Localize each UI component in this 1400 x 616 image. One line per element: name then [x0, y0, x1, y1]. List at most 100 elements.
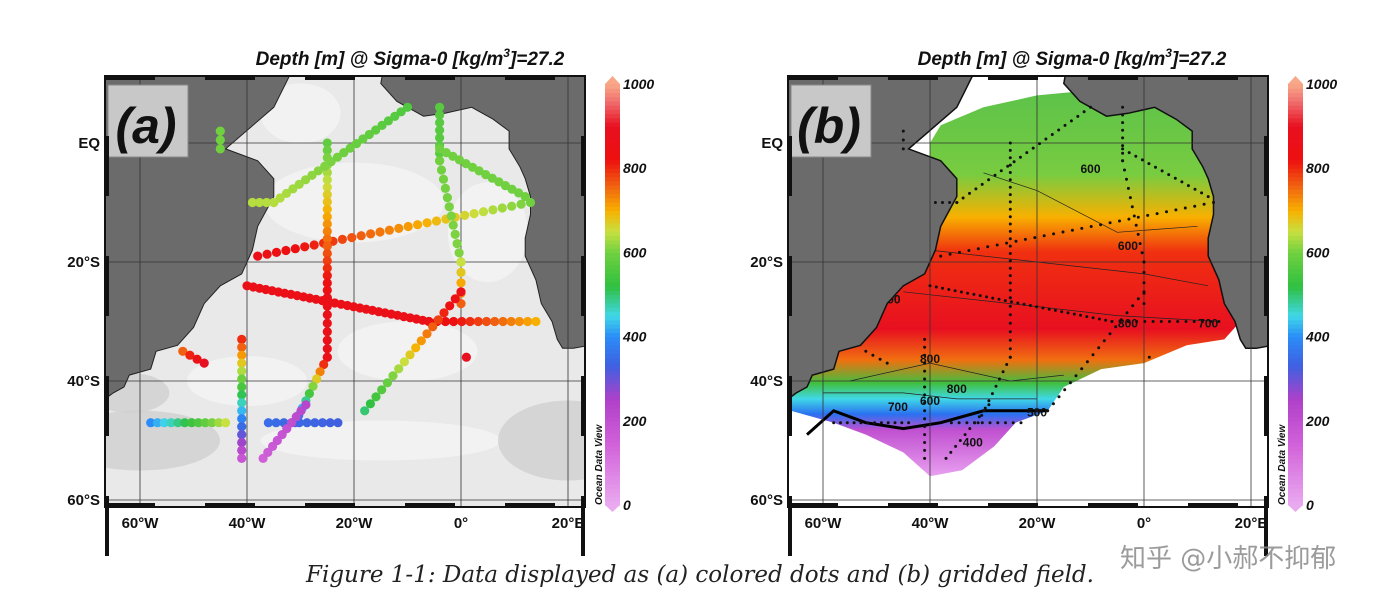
- station-dot: [1165, 210, 1168, 214]
- colorbar-segment: [1288, 404, 1303, 409]
- colorbar-segment: [605, 374, 620, 380]
- station-dot: [1068, 381, 1072, 385]
- data-dot: [456, 267, 466, 277]
- colorbar-segment: [1288, 437, 1303, 443]
- data-dot: [435, 156, 445, 166]
- data-dot: [332, 152, 342, 162]
- station-dot: [933, 201, 937, 204]
- colorbar-tick-label: 0: [623, 497, 631, 513]
- contour-label: 600: [1118, 239, 1138, 253]
- station-dot: [1121, 121, 1125, 125]
- colorbar-segment: [605, 100, 620, 106]
- station-dot: [923, 337, 927, 341]
- data-dot: [262, 249, 272, 259]
- colorbar-segment: [1288, 100, 1303, 106]
- colorbar-segment: [605, 340, 620, 346]
- colorbar-segment: [1288, 399, 1303, 405]
- station-dot: [1018, 155, 1022, 159]
- colorbar-segment: [1288, 134, 1303, 140]
- panel-a: Depth [m] @ Sigma-0 [kg/m3]=27.2 (a) 60°…: [67, 46, 654, 532]
- colorbar-segment: [1288, 298, 1303, 304]
- station-dot: [871, 353, 875, 357]
- data-dot: [382, 378, 392, 388]
- station-dot: [1008, 193, 1012, 197]
- data-dot: [322, 234, 332, 244]
- colorbar-tick-label: 400: [1305, 329, 1330, 345]
- data-dot: [396, 107, 406, 117]
- data-dot: [388, 371, 398, 381]
- data-dot: [313, 166, 323, 176]
- ocean-data-view-credit: Ocean Data View: [1277, 424, 1288, 505]
- data-dot: [442, 193, 452, 203]
- station-dot: [1008, 338, 1012, 342]
- colorbar-segment: [1288, 277, 1303, 283]
- station-dot: [976, 247, 980, 251]
- station-dot: [1025, 151, 1029, 155]
- station-dot: [923, 361, 927, 365]
- data-dot: [333, 418, 343, 428]
- station-dot: [1104, 318, 1108, 322]
- colorbar-segment: [605, 336, 620, 342]
- station-dot: [1212, 201, 1215, 204]
- colorbar-segment: [605, 231, 620, 237]
- data-dot: [413, 220, 423, 230]
- station-dot: [1085, 315, 1089, 319]
- colorbar-segment: [1288, 172, 1303, 178]
- colorbar-segment: [1288, 193, 1303, 199]
- data-dot: [448, 220, 458, 230]
- station-dot: [957, 421, 961, 425]
- data-dot: [173, 418, 183, 428]
- station-dot: [1130, 205, 1134, 209]
- x-tick-label: 20°E: [1235, 515, 1268, 532]
- station-dot: [1142, 302, 1146, 306]
- colorbar-segment: [1288, 450, 1303, 456]
- station-dot: [1142, 260, 1146, 264]
- colorbar-segment: [605, 311, 620, 317]
- colorbar-tick-label: 800: [1306, 160, 1330, 176]
- station-dot: [1022, 302, 1026, 306]
- station-dot: [959, 290, 963, 294]
- colorbar-segment: [1288, 92, 1303, 98]
- station-dot: [944, 456, 948, 460]
- station-dot: [1012, 160, 1016, 164]
- station-dot: [1033, 236, 1037, 240]
- station-dot: [1069, 119, 1073, 123]
- station-dot: [985, 295, 988, 299]
- station-dot: [1008, 171, 1012, 174]
- colorbar-segment: [1288, 366, 1303, 371]
- colorbar-segment: [1288, 286, 1303, 291]
- colorbar-tick-label: 1000: [623, 76, 654, 92]
- station-dot: [900, 421, 904, 425]
- data-dot: [178, 346, 188, 356]
- data-dot: [347, 233, 357, 243]
- contour-line: [983, 172, 1198, 233]
- data-dot: [460, 210, 470, 220]
- station-dot: [1051, 402, 1055, 406]
- station-dot: [1135, 320, 1139, 323]
- figure-caption: Figure 1-1: Data displayed as (a) colore…: [306, 562, 1094, 588]
- station-dot: [1008, 207, 1012, 211]
- station-dot: [972, 292, 976, 296]
- station-dot: [968, 191, 971, 195]
- station-dot: [928, 284, 932, 288]
- colorbar-segment: [1288, 248, 1303, 253]
- colorbar-segment: [1288, 88, 1303, 93]
- colorbar-segment: [605, 256, 620, 262]
- panel-label: (b): [797, 98, 861, 154]
- colorbar-segment: [1288, 319, 1303, 325]
- colorbar-segment: [1288, 222, 1303, 228]
- station-dot: [1154, 165, 1157, 169]
- colorbar-segment: [605, 349, 620, 354]
- data-dot: [271, 418, 281, 428]
- station-dot: [1119, 318, 1123, 322]
- station-dot: [1142, 281, 1146, 285]
- station-dot: [1008, 355, 1012, 359]
- station-dot: [1134, 223, 1138, 227]
- station-dot: [907, 421, 911, 425]
- colorbar-segment: [605, 121, 620, 127]
- ocean-data-view-credit: Ocean Data View: [594, 424, 605, 505]
- station-dot: [832, 421, 836, 425]
- colorbar-segment: [1288, 290, 1303, 296]
- station-dot: [1063, 123, 1067, 127]
- station-dot: [864, 349, 868, 353]
